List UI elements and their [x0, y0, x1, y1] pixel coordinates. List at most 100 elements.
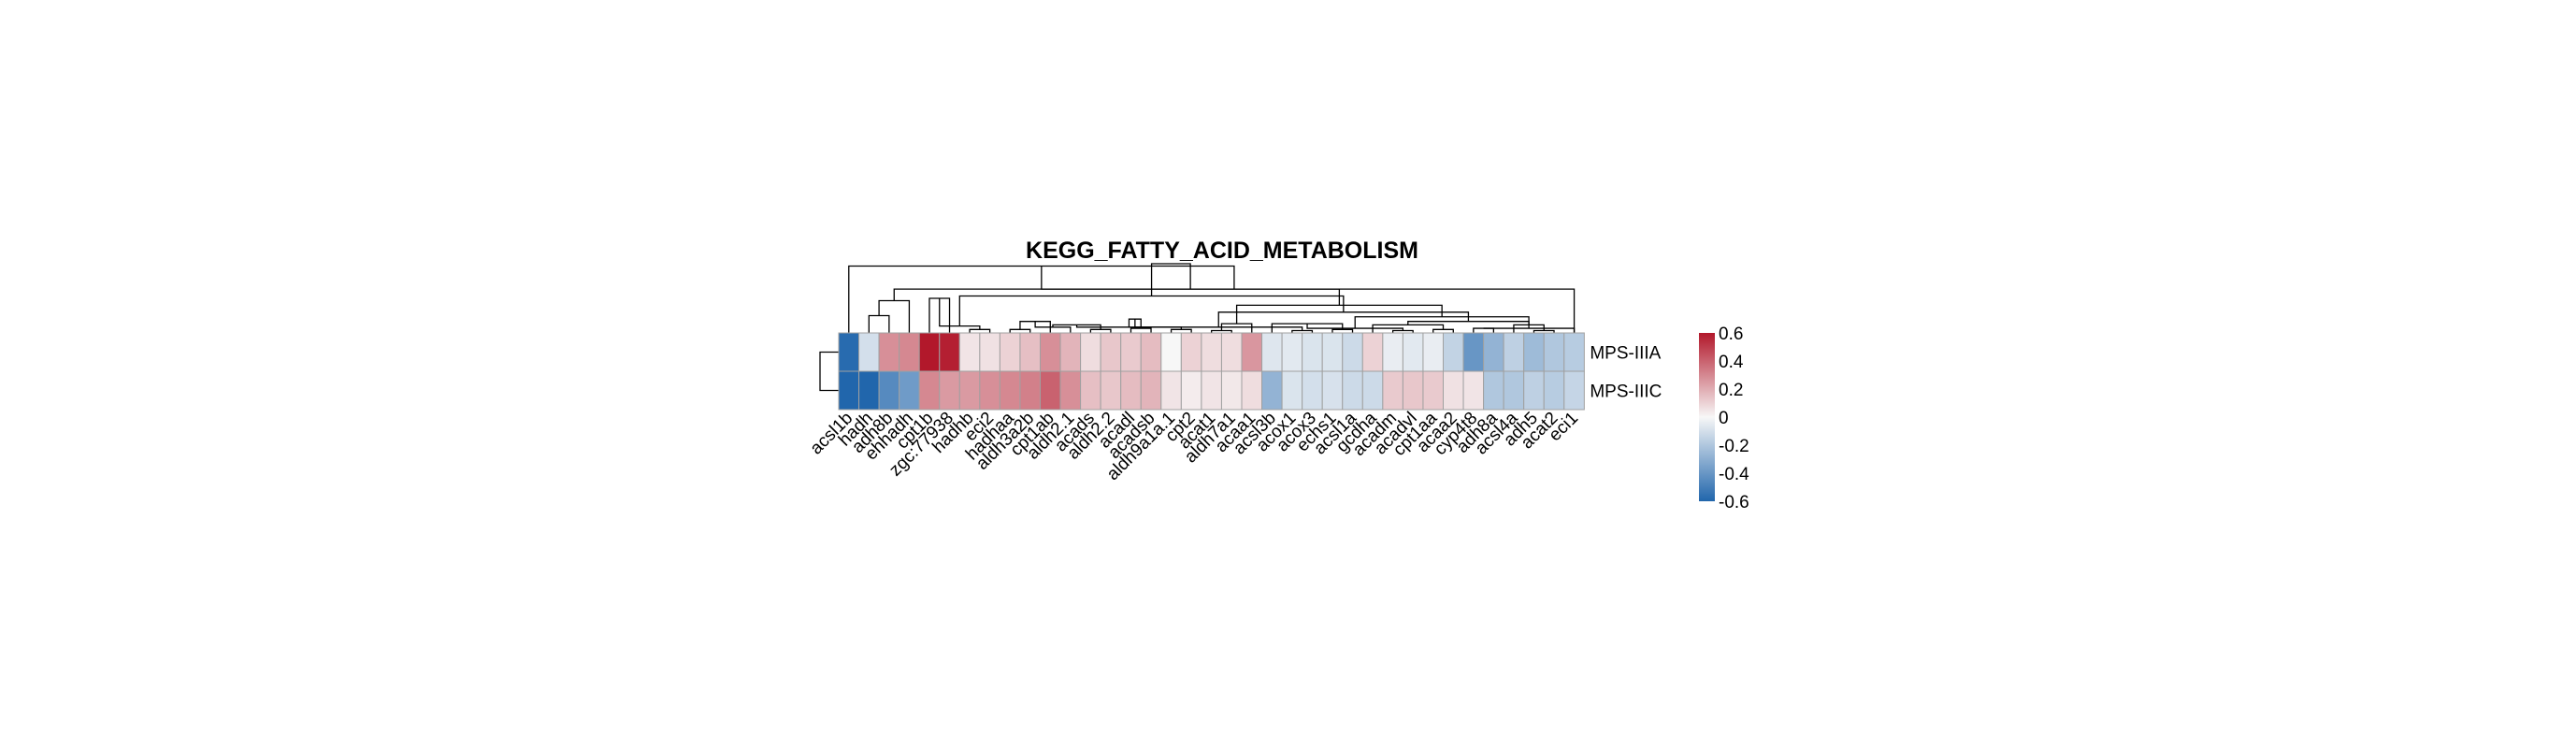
row-dendrogram-branch [819, 351, 839, 392]
heatmap-cell [1261, 370, 1283, 411]
row-label: MPS-IIIC [1590, 382, 1662, 402]
heatmap-cell [1483, 332, 1504, 372]
heatmap-cell [1261, 332, 1283, 372]
heatmap-cell [1462, 332, 1485, 372]
heatmap-cell [1422, 332, 1444, 372]
heatmap-cell [1361, 332, 1384, 372]
heatmap-cell [1563, 370, 1585, 411]
heatmap-cell [958, 370, 981, 411]
heatmap-cell [1281, 332, 1303, 372]
heatmap-cell [1382, 332, 1403, 372]
heatmap-cell [979, 332, 1000, 372]
legend-tick-label: 0 [1719, 409, 1729, 428]
heatmap-cell [1120, 332, 1142, 372]
dendrogram-branch [1170, 328, 1192, 333]
heatmap-cell [1523, 332, 1545, 372]
heatmap-cell [1201, 332, 1222, 372]
heatmap-cell [1019, 370, 1041, 411]
heatmap-cell [1422, 370, 1444, 411]
heatmap-cell [939, 332, 960, 372]
heatmap-cell [1160, 370, 1182, 411]
heatmap-cell [958, 332, 981, 372]
heatmap-cell [899, 332, 920, 372]
heatmap-cell [1402, 370, 1424, 411]
heatmap-cell [1160, 332, 1182, 372]
legend-tick-label: 0.4 [1719, 353, 1744, 372]
legend-ticks: 0.6 0.4 0.2 0 -0.2 -0.4 -0.6 [1719, 325, 1749, 512]
heatmap-cell [1523, 370, 1545, 411]
heatmap-cell [1140, 332, 1162, 372]
heatmap-cells [838, 332, 1585, 411]
heatmap-cell [878, 370, 900, 411]
row-label: MPS-IIIA [1590, 344, 1661, 364]
heatmap-cell [838, 370, 860, 411]
heatmap-cell [1462, 370, 1485, 411]
heatmap-cell [1019, 332, 1041, 372]
heatmap-cell [939, 370, 960, 411]
legend-tick-label: 0.2 [1719, 381, 1743, 400]
dendrogram-branch [1271, 323, 1344, 333]
row-labels: MPS-IIIA MPS-IIIC [1590, 344, 1662, 402]
heatmap-cell [899, 370, 920, 411]
heatmap-cell [979, 370, 1000, 411]
heatmap-cell [918, 370, 941, 411]
dendrogram-branch [969, 328, 991, 333]
heatmap-cell [1361, 370, 1384, 411]
heatmap-cell [1321, 370, 1344, 411]
dendrogram-branch [1130, 327, 1152, 333]
legend-tick-label: -0.2 [1719, 437, 1749, 456]
color-legend: 0.6 0.4 0.2 0 -0.2 -0.4 -0.6 [1699, 325, 1749, 512]
heatmap-cell [1059, 332, 1082, 372]
heatmap-cell [1100, 370, 1122, 411]
dendrogram-branch [868, 314, 890, 333]
heatmap-cell [1302, 370, 1323, 411]
heatmap-cell [1302, 332, 1323, 372]
heatmap-cell [1241, 370, 1263, 411]
dendrogram-branch [1306, 324, 1404, 331]
heatmap-cell [1543, 332, 1565, 372]
column-dendrogram [848, 263, 1576, 333]
heatmap-cell [1503, 370, 1525, 411]
heatmap-cell [1080, 332, 1101, 372]
heatmap-cell [1543, 370, 1565, 411]
dendrogram-branch [1483, 327, 1576, 333]
dendrogram-branch [1150, 263, 1191, 296]
dendrogram-branch [1009, 328, 1031, 333]
heatmap-cell [1040, 332, 1061, 372]
chart-title: KEGG_FATTY_ACID_METABOLISM [1026, 238, 1418, 264]
heatmap-cell [1342, 370, 1363, 411]
heatmap-cell [1503, 332, 1525, 372]
dendrogram-branch [1354, 316, 1530, 329]
heatmap-cell [1321, 332, 1344, 372]
heatmap-cell [838, 332, 860, 372]
heatmap-cell [1483, 370, 1504, 411]
dendrogram-branch [1432, 328, 1454, 333]
heatmap-cell [878, 332, 900, 372]
heatmap-cell [1120, 370, 1142, 411]
heatmap-cell [858, 370, 880, 411]
dendrogram-branch [1407, 321, 1530, 329]
heatmap-cell [1382, 370, 1403, 411]
heatmap-cell [858, 332, 880, 372]
dendrogram-branch [1089, 328, 1112, 333]
heatmap-cell [1443, 332, 1464, 372]
row-dendrogram [819, 351, 839, 392]
legend-tick-label: 0.6 [1719, 325, 1743, 344]
heatmap-cell [1563, 332, 1585, 372]
dendrogram-branch [1372, 324, 1445, 333]
legend-color-bar [1699, 333, 1715, 501]
legend-tick-label: -0.4 [1719, 465, 1749, 484]
heatmap-cell [918, 332, 941, 372]
column-labels: acsl1bhadhadh8behhadhcpt1bzgc:77938hadhb… [807, 408, 1582, 484]
heatmap-cell [1080, 370, 1101, 411]
dendrogram-branch [958, 295, 1345, 326]
heatmap-cell [1201, 370, 1222, 411]
heatmap-cell [1220, 332, 1243, 372]
heatmap-cell [1220, 370, 1243, 411]
heatmap-cell [1402, 332, 1424, 372]
heatmap-cell [1059, 370, 1082, 411]
heatmap-cell [1241, 332, 1263, 372]
dendrogram-branch [1220, 323, 1253, 333]
heatmap-cell [1100, 332, 1122, 372]
